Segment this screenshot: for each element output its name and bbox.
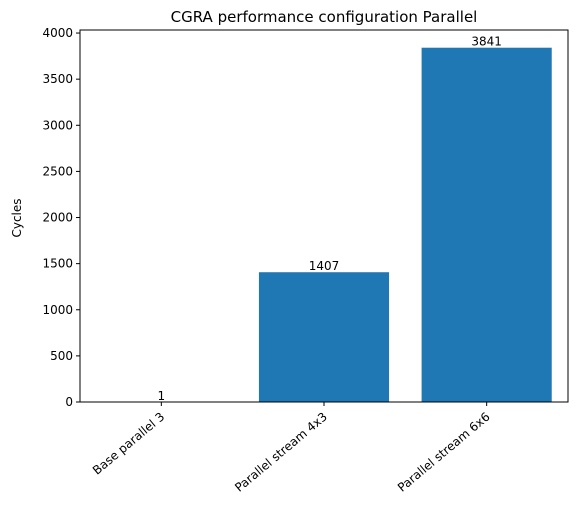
y-tick-label: 1000 bbox=[42, 303, 73, 317]
x-tick-label: Parallel stream 4x3 bbox=[232, 410, 330, 495]
x-tick-label: Base parallel 3 bbox=[90, 410, 167, 478]
y-tick-label: 500 bbox=[50, 349, 73, 363]
bar-value-label: 1 bbox=[158, 389, 166, 403]
bar-value-label: 3841 bbox=[471, 35, 502, 49]
y-tick-label: 2500 bbox=[42, 164, 73, 178]
y-tick-label: 3000 bbox=[42, 118, 73, 132]
y-tick-label: 0 bbox=[65, 395, 73, 409]
y-axis-label: Cycles bbox=[10, 198, 24, 237]
bar-value-label: 1407 bbox=[309, 259, 340, 273]
bar bbox=[421, 47, 552, 403]
x-tick-label: Parallel stream 6x6 bbox=[395, 410, 493, 495]
y-tick-label: 3500 bbox=[42, 72, 73, 86]
plot-frame bbox=[79, 29, 569, 403]
y-tick-label: 1500 bbox=[42, 257, 73, 271]
y-tick-label: 2000 bbox=[42, 211, 73, 225]
chart-title: CGRA performance configuration Parallel bbox=[171, 8, 478, 26]
plot-area: 1 Base parallel 3 1407 Parallel stream 4x3 3… bbox=[42, 26, 569, 495]
y-tick-label: 4000 bbox=[42, 26, 73, 40]
bar bbox=[258, 272, 390, 402]
